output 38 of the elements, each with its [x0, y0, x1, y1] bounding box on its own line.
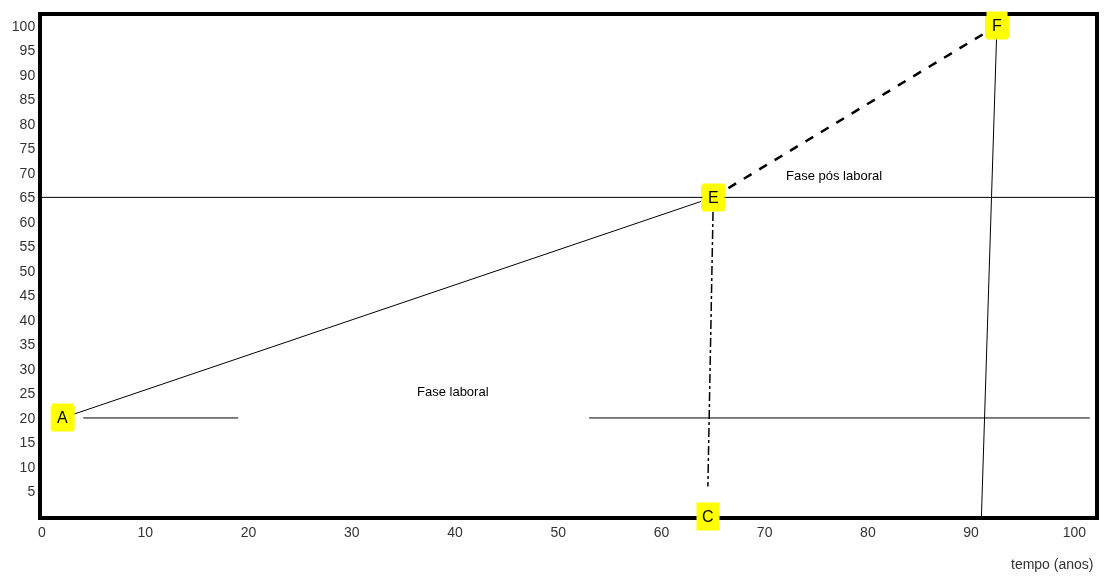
- annotation: A: [57, 409, 68, 426]
- y-tick-label: 10: [19, 458, 36, 475]
- x-tick-label: 40: [447, 523, 463, 540]
- y-tick-label: 95: [19, 42, 36, 59]
- x-tick-label: 100: [1062, 523, 1087, 540]
- y-tick-label: 50: [19, 262, 36, 279]
- annotation: C: [702, 508, 714, 525]
- y-tick-label: 35: [19, 336, 36, 353]
- y-tick-label: 75: [19, 140, 36, 157]
- x-tick-label: 60: [653, 523, 670, 540]
- y-tick-label: 65: [19, 189, 36, 206]
- x-tick-label: 20: [240, 523, 257, 540]
- y-tick-label: 45: [19, 287, 36, 304]
- y-tick-label: 25: [19, 385, 36, 402]
- annotation: Fase pós laboral: [786, 168, 883, 183]
- x-tick-label: 80: [860, 523, 876, 540]
- x-tick-label: 70: [756, 523, 773, 540]
- x-tick-label: 10: [137, 523, 154, 540]
- y-tick-label: 55: [19, 238, 36, 255]
- y-tick-label: 40: [19, 311, 36, 328]
- x-tick-label: 50: [550, 523, 567, 540]
- y-tick-label: 70: [19, 164, 36, 181]
- y-tick-label: 15: [19, 434, 36, 451]
- y-tick-label: 90: [19, 66, 36, 83]
- y-tick-label: 20: [19, 409, 36, 426]
- x-tick-label: 90: [963, 523, 980, 540]
- x-axis-title: tempo (anos): [1011, 556, 1094, 572]
- y-tick-label: 30: [19, 360, 36, 377]
- annotation: Fase laboral: [417, 384, 489, 399]
- y-tick-label: 60: [19, 213, 36, 230]
- y-tick-label: 5: [27, 483, 36, 500]
- annotation: E: [708, 189, 719, 206]
- y-tick-label: 85: [19, 91, 36, 108]
- x-tick-label: 30: [343, 523, 360, 540]
- y-tick-label: 80: [19, 115, 36, 132]
- x-tick-label: 0: [38, 523, 47, 540]
- annotation: F: [992, 17, 1002, 34]
- y-tick-label: 100: [11, 17, 36, 34]
